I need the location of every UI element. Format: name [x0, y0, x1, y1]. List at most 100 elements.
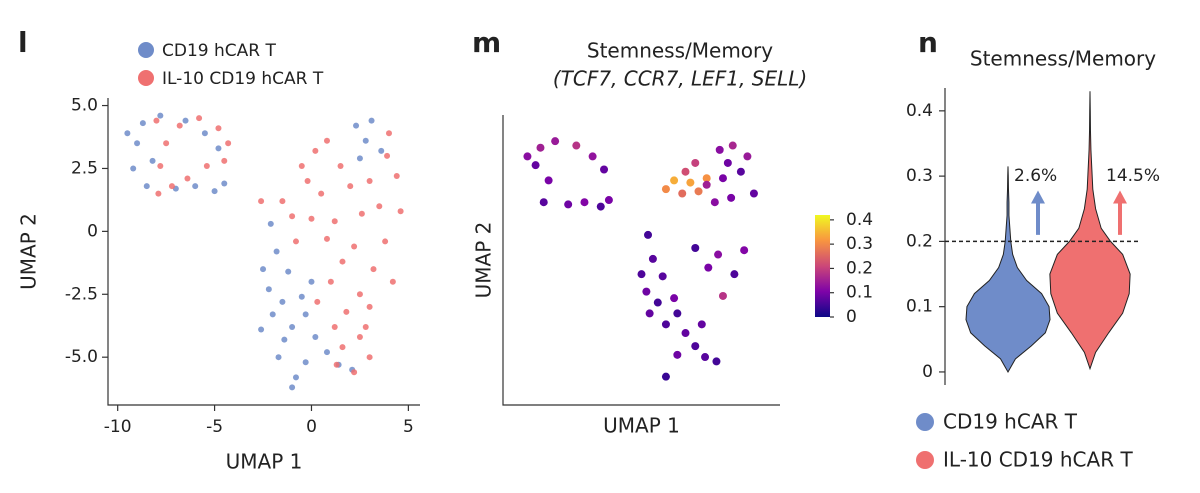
point [714, 250, 723, 259]
point [337, 162, 344, 169]
point [258, 198, 265, 205]
panel-letter: l [18, 26, 28, 59]
point [531, 161, 540, 170]
point [124, 130, 131, 137]
point [318, 190, 325, 197]
point [298, 293, 305, 300]
point [678, 189, 687, 198]
y-tick-label: 2.5 [71, 158, 98, 178]
point [285, 268, 292, 275]
point [642, 287, 651, 296]
legend-swatch [916, 413, 934, 431]
point [289, 323, 296, 330]
point [715, 145, 724, 154]
point [736, 167, 745, 176]
point [393, 173, 400, 180]
point [323, 137, 330, 144]
point [564, 200, 573, 209]
colorbar-tick-label: 0.4 [846, 210, 873, 230]
panel-letter: m [472, 26, 501, 59]
y-tick-label: 0 [87, 221, 98, 241]
point [681, 167, 690, 176]
point [269, 311, 276, 318]
point [292, 374, 299, 381]
point [673, 350, 682, 359]
point [201, 130, 208, 137]
point [358, 210, 365, 217]
point [648, 254, 657, 263]
point [184, 175, 191, 182]
point [600, 165, 609, 174]
x-axis-label: UMAP 1 [226, 450, 303, 474]
point [551, 137, 560, 146]
point [397, 208, 404, 215]
point [323, 349, 330, 356]
y-tick-label: 0.3 [906, 166, 933, 186]
colorbar-tick-label: 0.1 [846, 283, 873, 303]
point [362, 323, 369, 330]
legend-swatch [916, 451, 934, 469]
point [536, 143, 545, 152]
point [331, 218, 338, 225]
point [347, 183, 354, 190]
point [704, 263, 713, 272]
x-tick-label: 0 [306, 417, 317, 437]
point [702, 174, 711, 183]
point [710, 198, 719, 207]
point [376, 203, 383, 210]
y-tick-label: -5.0 [65, 347, 98, 367]
x-axis-label: UMAP 1 [603, 414, 680, 438]
point [697, 320, 706, 329]
colorbar-tick-label: 0.3 [846, 234, 873, 254]
point [362, 137, 369, 144]
point [302, 359, 309, 366]
point [368, 117, 375, 124]
point [289, 213, 296, 220]
chart-title: Stemness/Memory [970, 47, 1156, 71]
point [258, 326, 265, 333]
x-tick-label: -5 [206, 417, 223, 437]
axes [107, 98, 420, 406]
colorbar-tick-label: 0.2 [846, 258, 873, 278]
y-tick-label: -2.5 [65, 284, 98, 304]
legend-label: IL-10 CD19 hCAR T [162, 69, 324, 89]
legend-label: CD19 hCAR T [162, 41, 276, 61]
point [653, 298, 662, 307]
point [351, 243, 358, 250]
point [211, 188, 218, 195]
point [312, 147, 319, 154]
point [385, 130, 392, 137]
point [718, 174, 727, 183]
point [143, 183, 150, 190]
point [596, 202, 605, 211]
point [153, 117, 160, 124]
point [289, 384, 296, 391]
point [749, 189, 758, 198]
point [604, 196, 613, 205]
point [580, 198, 589, 207]
point [275, 354, 282, 361]
y-tick-label: 0.4 [906, 101, 933, 121]
point [718, 291, 727, 300]
point [743, 152, 752, 161]
percent-label: 14.5% [1106, 166, 1160, 186]
point [157, 112, 164, 119]
point [523, 152, 532, 161]
point [382, 238, 389, 245]
point [339, 258, 346, 265]
point [730, 270, 739, 279]
point [658, 272, 667, 281]
point [378, 147, 385, 154]
point [661, 185, 670, 194]
chart-title: Stemness/Memory [587, 39, 773, 63]
point [670, 176, 679, 185]
point [215, 125, 222, 132]
point [314, 298, 321, 305]
point [130, 165, 137, 172]
x-tick-label: 5 [403, 417, 414, 437]
point [353, 122, 360, 129]
chart-subtitle: (TCF7, CCR7, LEF1, SELL) [553, 67, 807, 91]
point [265, 286, 272, 293]
violin [1049, 91, 1131, 371]
